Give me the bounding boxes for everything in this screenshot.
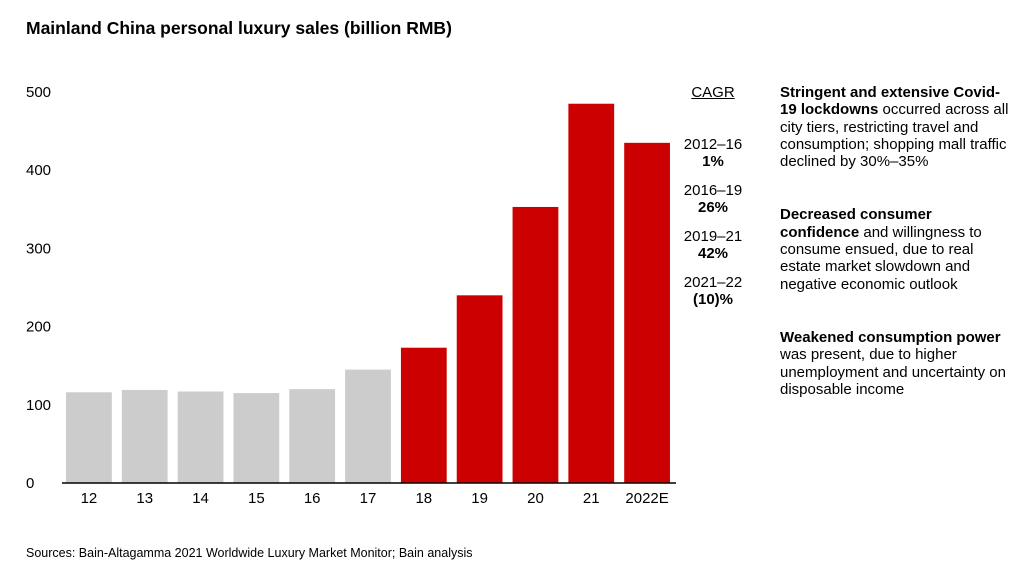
bar-19 — [456, 295, 503, 483]
cagr-item: 2021–22 (10)% — [668, 274, 758, 308]
note-heading: Stringent and extensive Covid-19 lockdow… — [780, 84, 1001, 119]
cagr-value: 26% — [697, 199, 729, 216]
cagr-period: 2012–16 — [683, 136, 743, 153]
x-tick-label: 13 — [136, 490, 153, 507]
x-axis: 12 13 14 15 16 17 18 19 20 21 2022E — [81, 490, 669, 507]
cagr-item: 2012–16 1% — [668, 136, 758, 170]
bar-21 — [568, 103, 615, 483]
note-confidence: Decreased consumer confidence and willin… — [780, 206, 1010, 292]
x-tick-label: 12 — [81, 490, 98, 507]
note-body: was present, due to higher unemployment … — [780, 346, 1006, 398]
bar-15 — [233, 393, 280, 483]
x-tick-label: 20 — [527, 490, 544, 507]
x-tick-label: 2022E — [625, 490, 668, 507]
bar-16 — [289, 389, 336, 483]
y-tick-label: 400 — [26, 162, 51, 179]
note-body: occurred across all city tiers, restrict… — [780, 101, 1009, 171]
cagr-value: 1% — [702, 153, 724, 170]
cagr-period: 2019–21 — [683, 228, 743, 245]
y-tick-label: 0 — [26, 475, 34, 492]
x-tick-label: 18 — [415, 490, 432, 507]
bar-2022E — [624, 142, 670, 483]
x-tick-label: 16 — [304, 490, 321, 507]
source-note: Sources: Bain-Altagamma 2021 Worldwide L… — [26, 546, 473, 560]
y-tick-label: 200 — [26, 319, 51, 336]
cagr-item: 2019–21 42% — [668, 228, 758, 262]
cagr-period: 2021–22 — [683, 274, 743, 291]
bar-17 — [345, 369, 391, 483]
bar-13 — [121, 389, 168, 483]
cagr-period: 2016–19 — [683, 182, 743, 199]
note-heading: Decreased consumer confidence — [780, 206, 932, 241]
note-consumption-power: Weakened consumption power was present, … — [780, 329, 1010, 398]
y-axis: 0 100 200 300 400 500 — [26, 84, 51, 492]
x-tick-label: 21 — [583, 490, 600, 507]
note-lockdowns: Stringent and extensive Covid-19 lockdow… — [780, 84, 1010, 170]
cagr-item: 2016–19 26% — [668, 182, 758, 216]
bar-12 — [66, 392, 112, 483]
y-tick-label: 100 — [26, 397, 51, 414]
commentary-panel: Stringent and extensive Covid-19 lockdow… — [780, 84, 1010, 434]
cagr-value: 42% — [697, 245, 729, 262]
cagr-panel: CAGR 2012–16 1% 2016–19 26% 2019–21 42% … — [668, 84, 758, 320]
bar-14 — [177, 391, 224, 483]
chart-title: Mainland China personal luxury sales (bi… — [26, 18, 452, 38]
x-tick-label: 15 — [248, 490, 265, 507]
x-tick-label: 17 — [360, 490, 377, 507]
y-tick-label: 300 — [26, 240, 51, 257]
x-tick-label: 14 — [192, 490, 209, 507]
x-tick-label: 19 — [471, 490, 488, 507]
bar-18 — [400, 347, 447, 483]
note-heading: Weakened consumption power — [780, 328, 1001, 346]
note-body: and willingness to consume ensued, due t… — [780, 223, 982, 293]
bars — [66, 103, 670, 484]
cagr-value: (10)% — [692, 291, 733, 308]
bar-20 — [512, 206, 559, 484]
cagr-header: CAGR — [691, 84, 735, 101]
y-tick-label: 500 — [26, 84, 51, 101]
